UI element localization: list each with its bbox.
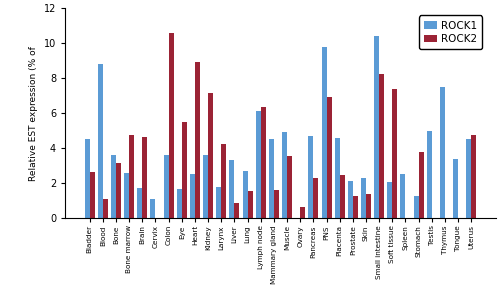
Bar xyxy=(388,182,392,218)
Bar xyxy=(222,144,226,218)
Bar xyxy=(90,172,94,218)
Bar xyxy=(353,196,358,218)
Y-axis label: Relative EST expression (% of: Relative EST expression (% of xyxy=(29,46,38,181)
Bar xyxy=(269,139,274,218)
Bar xyxy=(103,199,108,218)
Bar xyxy=(190,175,195,218)
Bar xyxy=(124,173,129,218)
Bar xyxy=(340,175,344,218)
Bar xyxy=(314,178,318,218)
Bar xyxy=(379,74,384,218)
Bar xyxy=(98,64,103,218)
Bar xyxy=(308,136,314,218)
Legend: ROCK1, ROCK2: ROCK1, ROCK2 xyxy=(419,16,482,49)
Bar xyxy=(427,131,432,218)
Bar xyxy=(453,159,458,218)
Bar xyxy=(142,137,148,218)
Bar xyxy=(234,202,240,218)
Bar xyxy=(440,87,445,218)
Bar xyxy=(472,135,476,218)
Bar xyxy=(361,178,366,218)
Bar xyxy=(326,96,332,218)
Bar xyxy=(177,189,182,218)
Bar xyxy=(164,155,168,218)
Bar xyxy=(334,138,340,218)
Bar xyxy=(392,89,398,218)
Bar xyxy=(374,36,379,218)
Bar xyxy=(274,190,279,218)
Bar xyxy=(300,207,305,218)
Bar xyxy=(116,163,121,218)
Bar xyxy=(242,171,248,218)
Bar xyxy=(414,196,418,218)
Bar xyxy=(348,181,353,218)
Bar xyxy=(366,194,371,218)
Bar xyxy=(248,191,252,218)
Bar xyxy=(256,111,260,218)
Bar xyxy=(150,199,156,218)
Bar xyxy=(168,33,173,218)
Bar xyxy=(466,139,471,218)
Bar xyxy=(203,155,208,218)
Bar xyxy=(129,135,134,218)
Bar xyxy=(287,156,292,218)
Bar xyxy=(216,187,222,218)
Bar xyxy=(208,93,213,218)
Bar xyxy=(230,160,234,218)
Bar xyxy=(418,152,424,218)
Bar xyxy=(195,62,200,218)
Bar xyxy=(282,132,287,218)
Bar xyxy=(260,107,266,218)
Bar xyxy=(322,47,326,218)
Bar xyxy=(138,187,142,218)
Bar xyxy=(182,122,187,218)
Bar xyxy=(400,174,406,218)
Bar xyxy=(84,139,89,218)
Bar xyxy=(111,155,116,218)
